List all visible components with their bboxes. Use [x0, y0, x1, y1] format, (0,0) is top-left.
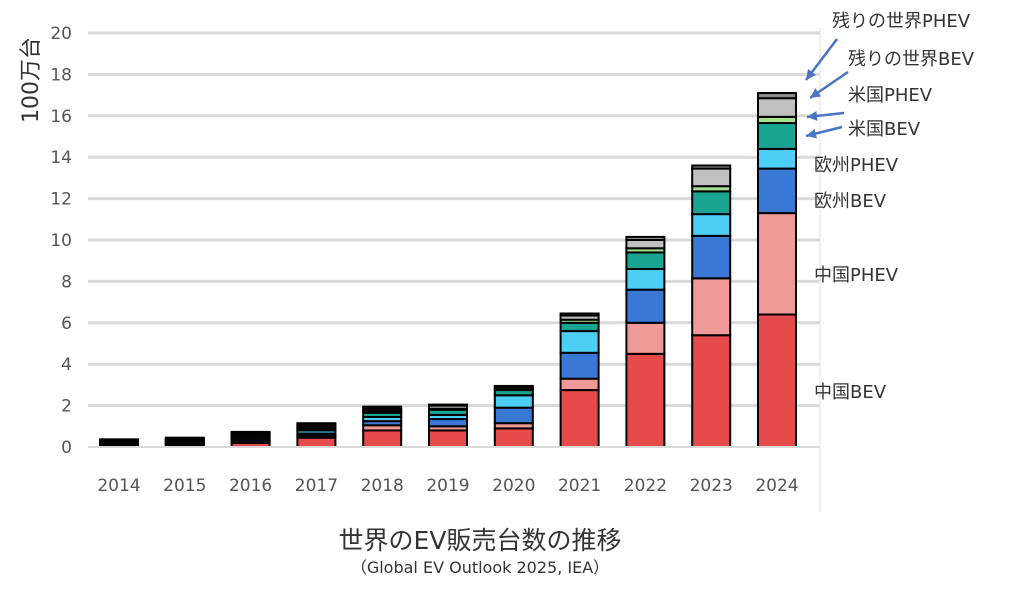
bar-segment-2024-s6	[757, 97, 797, 118]
bar-segment-2021-s1	[559, 377, 600, 392]
bar-stack-2024	[757, 92, 797, 448]
x-tick-label: 2016	[229, 476, 272, 496]
bar-stack-2016	[230, 430, 271, 448]
series-label: 米国PHEV	[848, 85, 933, 106]
bar-stack-2023	[691, 164, 732, 448]
bar-segment-2022-s1	[625, 321, 666, 355]
arrow-head	[806, 69, 817, 80]
x-tick-label: 2023	[690, 476, 733, 496]
bar-segment-2021-s2	[559, 351, 600, 380]
series-label: 欧州PHEV	[814, 155, 899, 176]
series-label: 中国PHEV	[814, 265, 899, 286]
y-tick-label: 16	[50, 107, 72, 127]
y-tick-label: 4	[61, 355, 72, 375]
bar-segment-2018-s0	[362, 429, 403, 449]
bar-segment-2022-s3	[625, 267, 666, 291]
bar-stack-2014	[99, 438, 139, 448]
bar-segment-2023-s6	[691, 167, 732, 188]
gridlines	[88, 31, 820, 408]
bar-segment-2017-s7	[296, 422, 337, 426]
bar-stack-2017	[296, 422, 337, 448]
x-tick-label: 2021	[558, 476, 601, 496]
x-tick-label: 2018	[361, 476, 404, 496]
bar-segment-2024-s2	[757, 167, 797, 215]
y-tick-label: 18	[50, 65, 72, 85]
x-tick-label: 2020	[492, 476, 535, 496]
bar-segment-2022-s2	[625, 288, 666, 324]
arrow-head	[810, 88, 822, 98]
bar-segment-2019-s0	[428, 429, 468, 449]
series-labels: 中国BEV 中国PHEV 欧州BEV 欧州PHEV 米国BEV 米国PHEV 残りの世界BE…	[814, 11, 975, 403]
y-tick-label: 14	[50, 148, 72, 168]
y-tick-label: 8	[61, 272, 72, 292]
bar-segment-2021-s4	[559, 321, 600, 333]
series-label: 中国BEV	[814, 382, 887, 403]
series-label: 米国BEV	[848, 119, 921, 140]
bar-segment-2016-s7	[230, 430, 271, 434]
y-tick-label: 2	[61, 397, 72, 417]
bar-segment-2024-s3	[757, 147, 797, 170]
bar-segment-2017-s0	[296, 436, 337, 448]
bar-segment-2024-s4	[757, 122, 797, 150]
bar-segment-2020-s3	[493, 394, 534, 409]
y-tick-label: 6	[61, 314, 72, 334]
chart-source: （Global EV Outlook 2025, IEA）	[350, 558, 610, 577]
bar-segment-2024-s7	[757, 92, 797, 100]
bar-stack-2021	[559, 312, 600, 449]
bar-segment-2014-s7	[99, 438, 139, 442]
bar-segment-2023-s1	[691, 277, 732, 337]
arrow-head	[807, 110, 818, 121]
bar-segment-2022-s0	[625, 352, 666, 449]
bar-segment-2022-s6	[625, 239, 666, 250]
bar-segment-2019-s7	[428, 403, 468, 407]
y-tick-label: 12	[50, 190, 72, 210]
label-arrows	[805, 38, 849, 139]
x-tick-label: 2019	[426, 476, 469, 496]
bar-segment-2023-s0	[691, 334, 732, 448]
bar-stack-2020	[493, 384, 534, 448]
series-label: 残りの世界PHEV	[832, 11, 971, 32]
bar-stack-2018	[362, 405, 403, 449]
bar-segment-2019-s2	[428, 418, 468, 428]
x-tick-label: 2022	[624, 476, 667, 496]
y-tick-label: 10	[50, 231, 72, 251]
y-axis-label: 100万台	[19, 37, 44, 123]
bar-segment-2023-s7	[691, 164, 732, 170]
bar-segment-2024-s0	[757, 313, 797, 448]
bar-segment-2021-s0	[559, 389, 600, 449]
bar-stack-2019	[428, 403, 468, 449]
bar-segment-2020-s7	[493, 384, 534, 388]
bar-segment-2015-s7	[164, 436, 205, 440]
bars	[99, 92, 797, 449]
bar-segment-2020-s0	[493, 427, 534, 448]
bar-segment-2022-s4	[625, 251, 666, 270]
y-axis-ticks: 0 2 4 6 8 10 12 14 16 18 20	[50, 24, 72, 458]
x-tick-label: 2017	[295, 476, 338, 496]
arrow-head	[806, 128, 817, 139]
bar-segment-2024-s1	[757, 212, 797, 316]
bar-segment-2023-s2	[691, 234, 732, 280]
bar-segment-2020-s2	[493, 406, 534, 425]
series-label: 欧州BEV	[814, 191, 887, 212]
bar-segment-2021-s7	[559, 312, 600, 317]
bar-segment-2023-s3	[691, 213, 732, 237]
bar-segment-2021-s3	[559, 330, 600, 354]
y-tick-label: 20	[50, 24, 72, 44]
bar-stack-2015	[164, 436, 205, 448]
bar-stack-2022	[625, 235, 666, 449]
series-label: 残りの世界BEV	[848, 49, 975, 70]
x-tick-label: 2024	[755, 476, 798, 496]
bar-segment-2018-s7	[362, 405, 403, 410]
bar-segment-2023-s4	[691, 190, 732, 216]
x-axis-ticks: 2014 2015 2016 2017 2018 2019 2020 2021 2022 2023…	[97, 476, 798, 496]
bar-segment-2022-s7	[625, 235, 666, 242]
x-tick-label: 2014	[97, 476, 140, 496]
y-tick-label: 0	[61, 438, 72, 458]
x-tick-label: 2015	[163, 476, 206, 496]
chart-title: 世界のEV販売台数の推移	[338, 526, 622, 555]
